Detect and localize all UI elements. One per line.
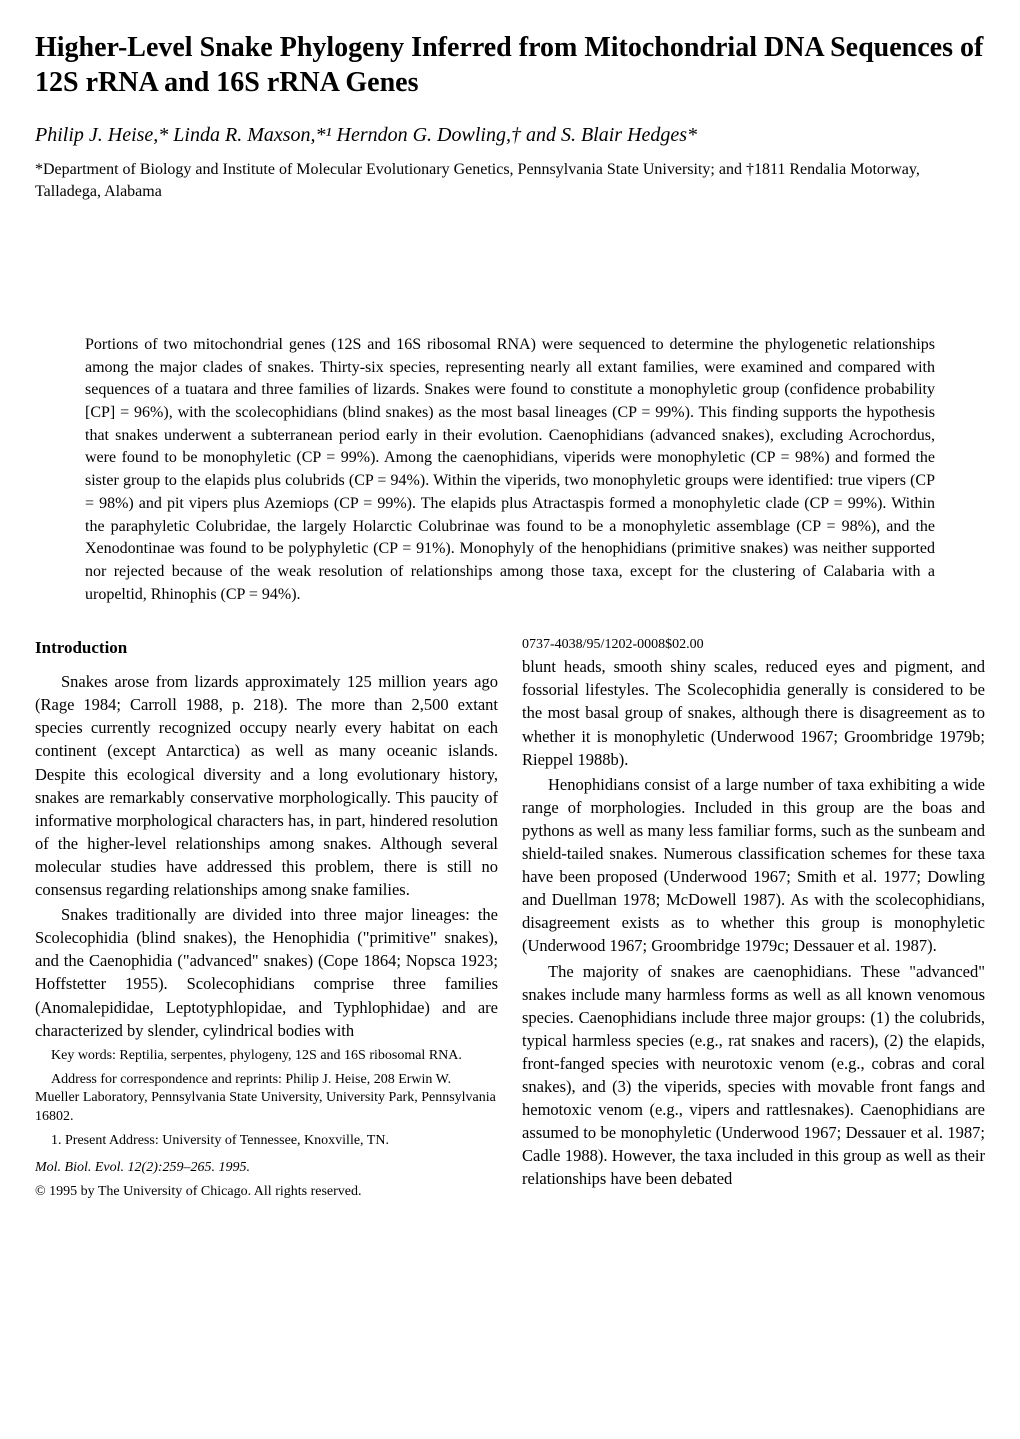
intro-paragraph-5: The majority of snakes are caenophidians… — [522, 960, 985, 1191]
footnote-address: Address for correspondence and reprints:… — [35, 1071, 498, 1128]
intro-paragraph-4: Henophidians consist of a large number o… — [522, 773, 985, 958]
footnote-citation: Mol. Biol. Evol. 12(2):259–265. 1995. — [35, 1160, 250, 1175]
intro-paragraph-2: Snakes traditionally are divided into th… — [35, 903, 498, 1042]
body-content: Introduction Snakes arose from lizards a… — [35, 636, 985, 1202]
footnote-copyright: © 1995 by The University of Chicago. All… — [35, 1183, 498, 1202]
intro-paragraph-1: Snakes arose from lizards approximately … — [35, 670, 498, 901]
footnote-present-address: 1. Present Address: University of Tennes… — [35, 1132, 498, 1151]
affiliations: *Department of Biology and Institute of … — [35, 159, 985, 204]
footnote-keywords: Key words: Reptilia, serpentes, phylogen… — [35, 1047, 498, 1066]
paper-title: Higher-Level Snake Phylogeny Inferred fr… — [35, 30, 985, 100]
abstract-text: Portions of two mitochondrial genes (12S… — [85, 334, 935, 607]
footnote-code: 0737-4038/95/1202-0008$02.00 — [522, 636, 985, 655]
introduction-heading: Introduction — [35, 636, 498, 660]
author-list: Philip J. Heise,* Linda R. Maxson,*¹ Her… — [35, 122, 985, 149]
intro-paragraph-3: blunt heads, smooth shiny scales, reduce… — [522, 655, 985, 770]
